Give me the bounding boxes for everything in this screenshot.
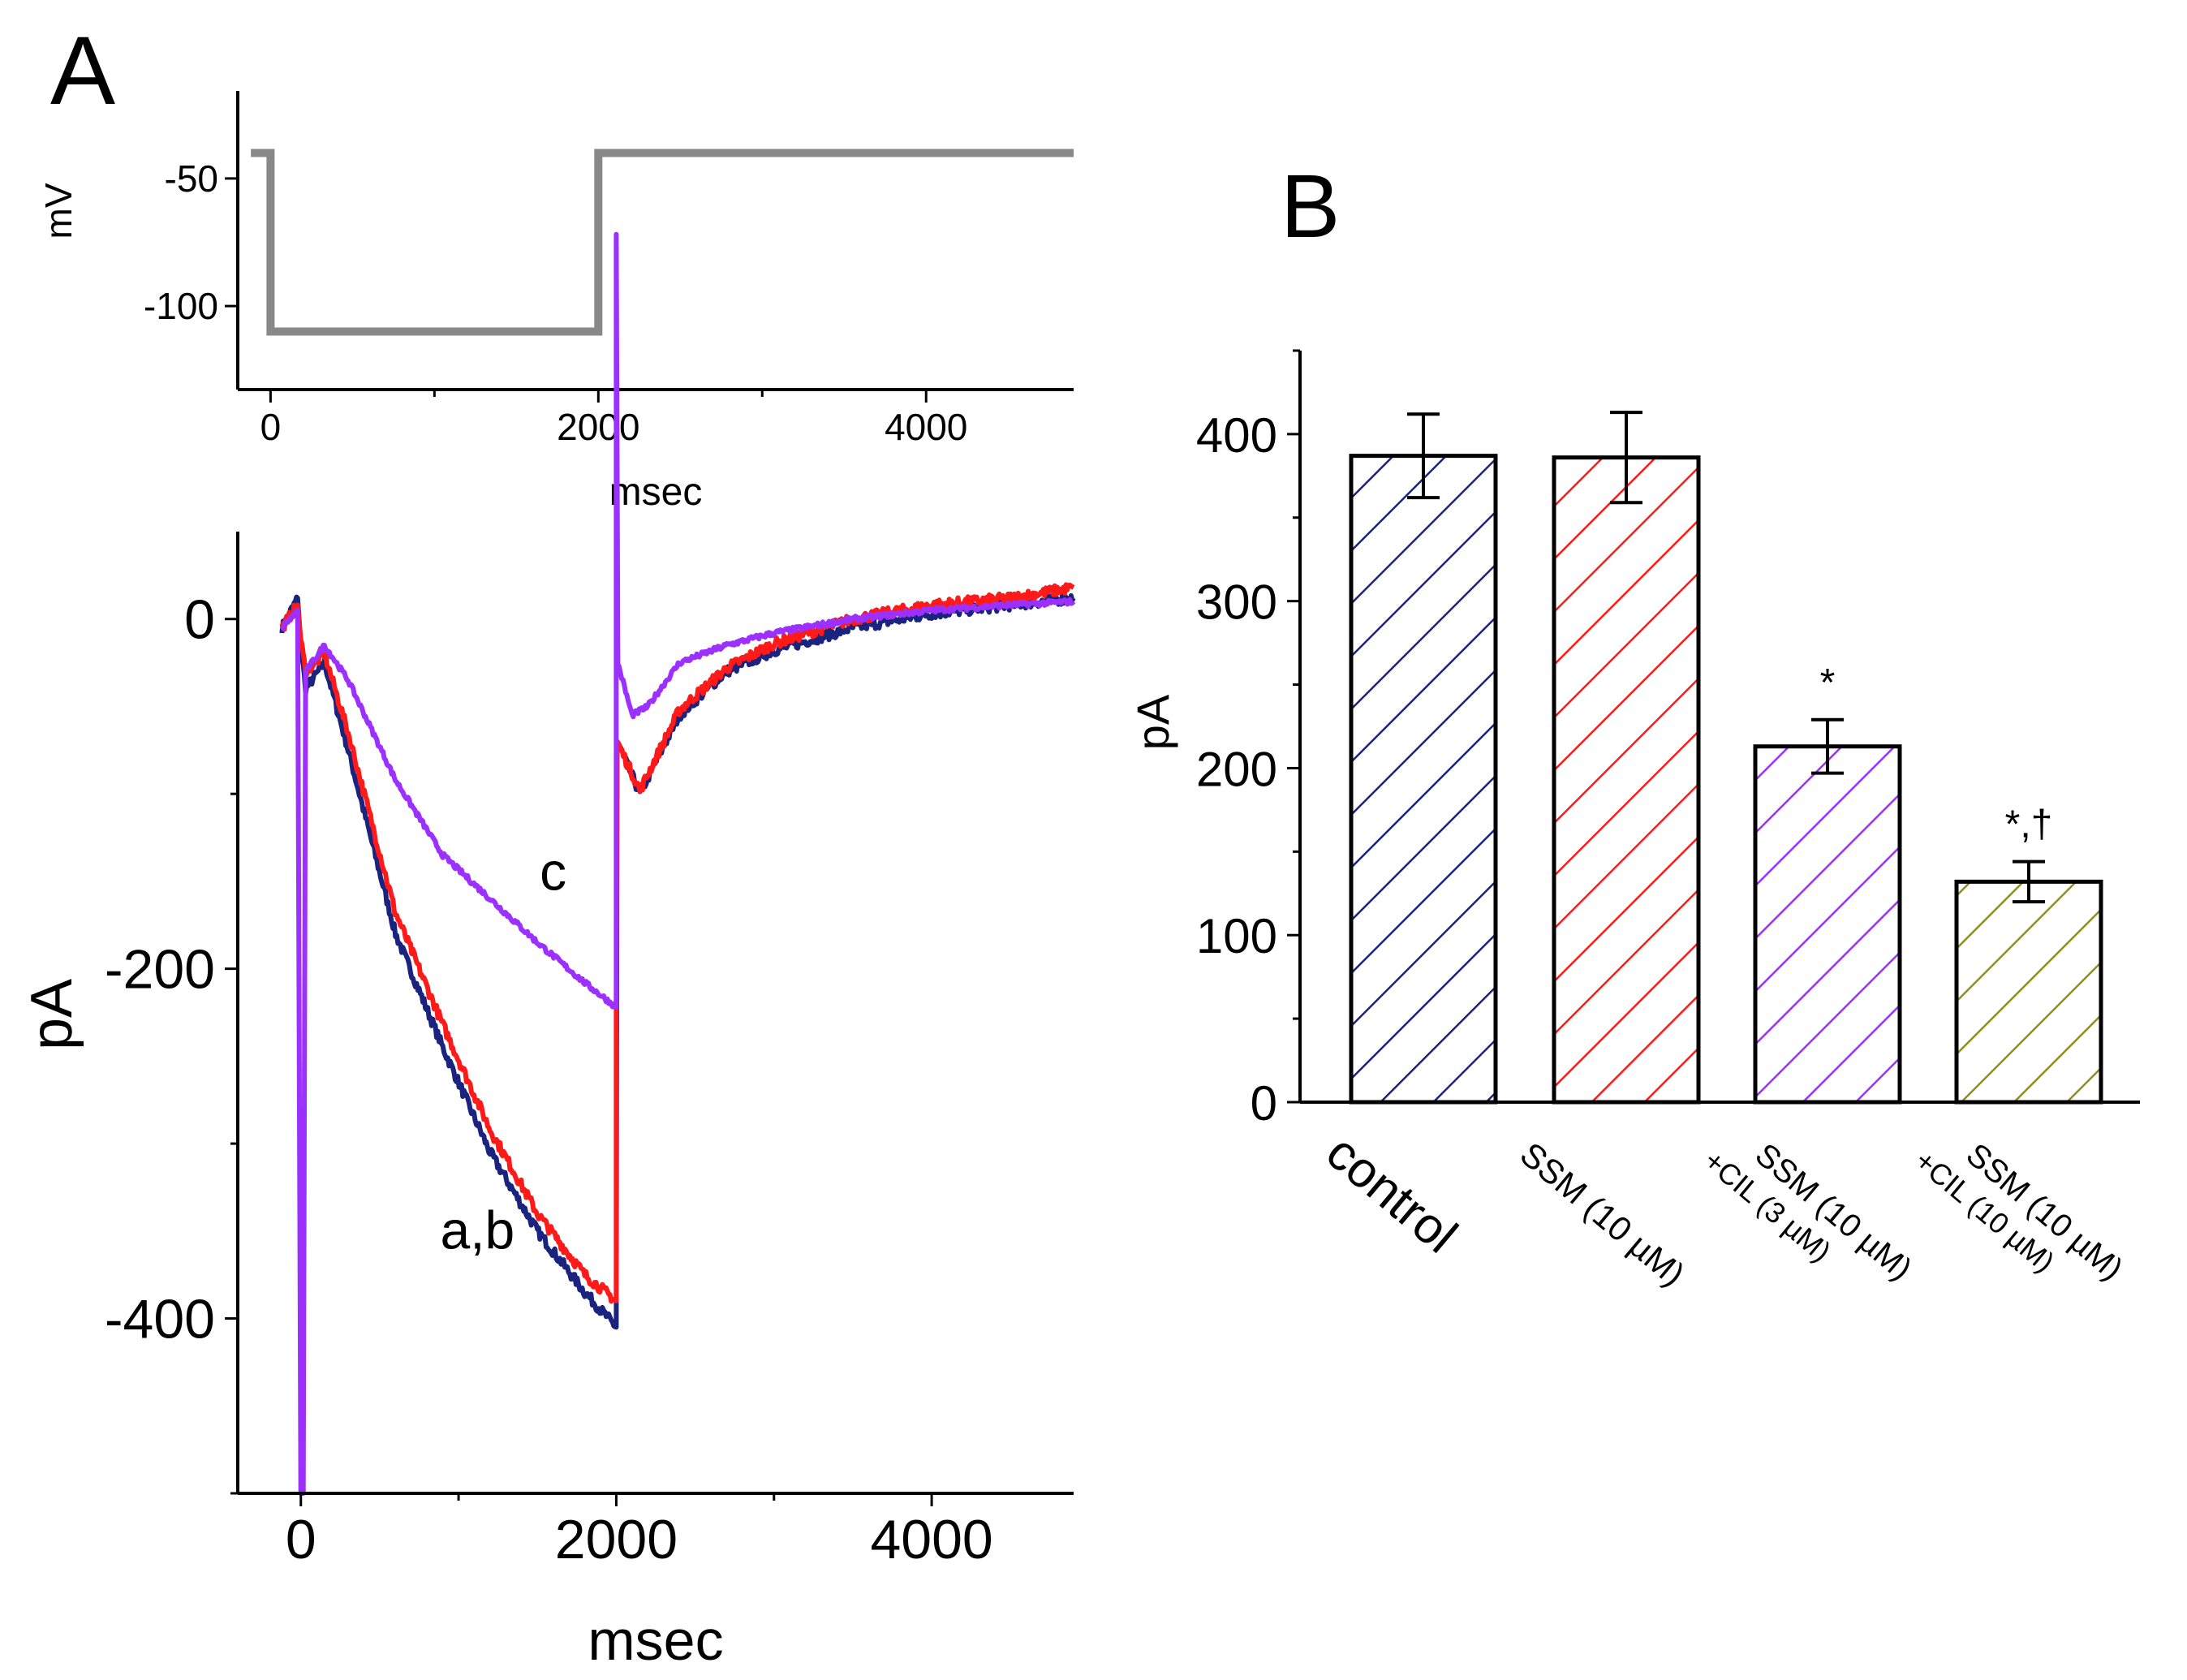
protocol-x-tick-label: 4000 (885, 406, 967, 448)
protocol-axes: 0 2000 4000 -50 -100 (144, 91, 1074, 448)
protocol-x-tick-label: 0 (260, 406, 282, 448)
panel-a-label: A (50, 16, 115, 125)
protocol-xlabel: msec (609, 471, 703, 514)
currents-y-tick-label: 0 (184, 589, 215, 651)
category-label-0: control (1315, 1124, 1467, 1264)
currents-chart: 0 2000 4000 0 -200 -400 pA msec c a,b (19, 231, 1076, 1672)
summary-chart: * *,† 0 100 200 300 400 pA control SSM (10 µM)… (1127, 349, 2140, 1294)
summary-y-tick-label: 100 (1196, 909, 1277, 963)
currents-series (279, 231, 1076, 1496)
currents-annotations: c a,b (441, 842, 567, 1260)
protocol-trace (251, 149, 1074, 336)
category-label-line: control (1315, 1124, 1467, 1264)
current-trace-c (279, 231, 1076, 1496)
currents-x-tick-label: 4000 (870, 1509, 992, 1570)
bar-0 (1349, 454, 1498, 1105)
summary-y-tick-label: 400 (1196, 408, 1277, 463)
summary-y-tick-label: 0 (1251, 1076, 1277, 1131)
trace-annotation: c (540, 842, 566, 902)
significance-marker-2: * (1820, 661, 1836, 704)
category-label-3: SSM (10 µM)+CIL (10 µM) (1909, 1136, 2129, 1287)
summary-y-tick-label: 300 (1196, 575, 1277, 630)
bar-3 (1954, 879, 2103, 1105)
bar-1 (1552, 455, 1701, 1105)
currents-y-tick-label: -200 (105, 939, 215, 1001)
currents-axes: 0 2000 4000 0 -200 -400 (105, 532, 1074, 1570)
summary-category-labels: control SSM (10 µM) SSM (10 µM)+CIL (3 µM)… (1315, 1124, 2129, 1294)
currents-ylabel: pA (19, 979, 84, 1050)
category-label-1: SSM (10 µM) (1513, 1135, 1692, 1294)
protocol-series (251, 149, 1074, 336)
summary-ylabel: pA (1127, 694, 1178, 750)
significance-marker-3: *,† (2005, 803, 2053, 846)
protocol-chart: 0 2000 4000 -50 -100 mV msec (37, 91, 1074, 514)
protocol-x-tick-label: 2000 (557, 406, 639, 448)
category-label-line: SSM (10 µM) (1513, 1135, 1692, 1294)
currents-x-tick-label: 2000 (555, 1509, 678, 1570)
summary-y-tick-label: 200 (1196, 742, 1277, 796)
bar-2 (1753, 744, 1902, 1105)
current-trace-a (279, 592, 1076, 1330)
summary-axes: 0 100 200 300 400 (1196, 349, 2140, 1131)
trace-annotation: a,b (441, 1200, 515, 1260)
currents-xlabel: msec (588, 1609, 723, 1672)
currents-y-tick-label: -400 (105, 1289, 215, 1350)
protocol-y-tick-label: -50 (165, 157, 218, 200)
protocol-y-tick-label: -100 (144, 285, 218, 327)
currents-x-tick-label: 0 (286, 1509, 316, 1570)
panel-b-label: B (1281, 157, 1340, 256)
category-label-2: SSM (10 µM)+CIL (3 µM) (1698, 1136, 1918, 1287)
current-trace-b (279, 582, 1075, 1304)
summary-bars: * *,† (1349, 411, 2103, 1105)
protocol-ylabel: mV (37, 183, 80, 239)
